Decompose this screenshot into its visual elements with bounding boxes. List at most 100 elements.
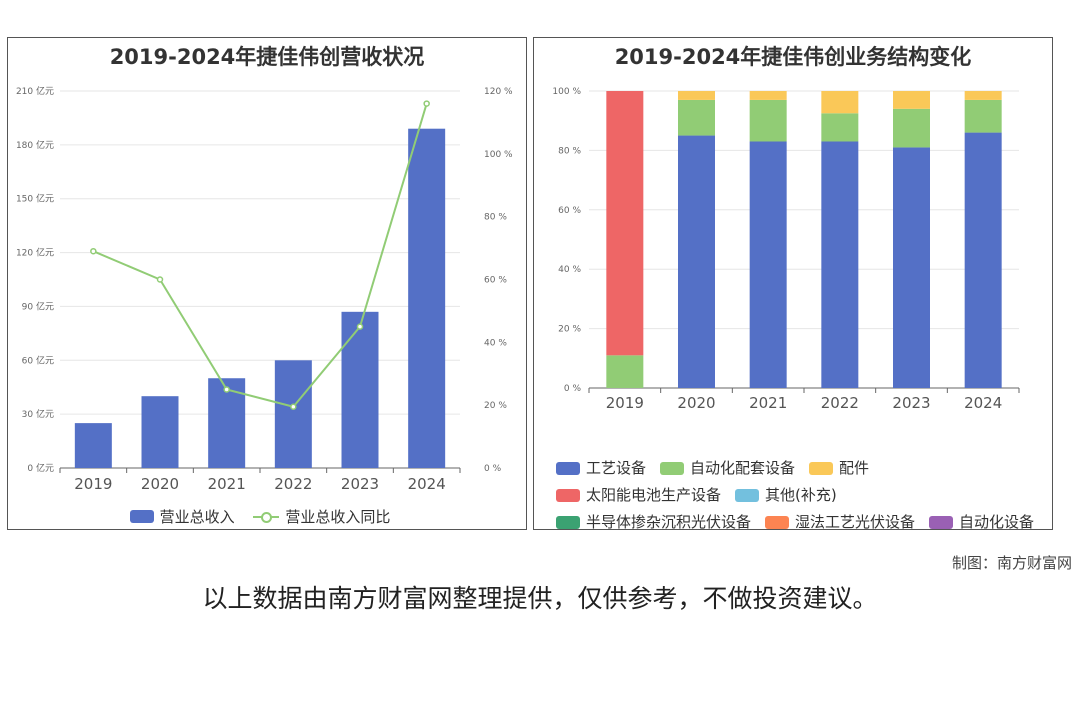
stacked-bar-segment xyxy=(964,91,1002,100)
y-tick-label: 80 % xyxy=(558,146,581,156)
legend-swatch xyxy=(765,516,790,529)
revenue-yoy-point xyxy=(223,386,230,393)
revenue-chart-legend: 营业总收入 营业总收入同比 xyxy=(8,506,526,527)
y-left-tick-label: 210 亿元 xyxy=(16,85,54,97)
legend-label: 工艺设备 xyxy=(586,459,647,477)
x-tick-label: 2023 xyxy=(892,394,930,412)
y-right-tick-label: 40 % xyxy=(484,338,507,348)
stacked-bar-segment xyxy=(893,147,930,388)
y-left-tick-label: 120 亿元 xyxy=(16,247,54,259)
legend-swatch xyxy=(556,462,580,475)
stacked-bar-segment xyxy=(606,355,644,388)
y-left-tick-label: 90 亿元 xyxy=(22,300,54,312)
business-structure-chart-panel: 2019-2024年捷佳伟创业务结构变化 0 % 20 % 40 % 60 % 80 %… xyxy=(533,37,1053,530)
x-tick-label: 2021 xyxy=(208,475,246,493)
stacked-bar-segment xyxy=(964,99,1002,133)
business-structure-chart-title: 2019-2024年捷佳伟创业务结构变化 xyxy=(614,45,972,69)
legend-swatch xyxy=(929,516,954,529)
stacked-bar-segment xyxy=(893,91,930,109)
stacked-bar-segment xyxy=(821,113,859,142)
y-left-tick-label: 30 亿元 xyxy=(22,408,54,420)
stacked-bar-segment xyxy=(749,99,787,142)
y-right-tick-label: 100 % xyxy=(484,150,513,160)
legend-swatch-revenue-yoy xyxy=(253,510,280,523)
legend-item[interactable]: 湿法工艺光伏设备 xyxy=(765,510,916,530)
legend-label: 其他(补充) xyxy=(765,486,837,504)
x-tick-label: 2024 xyxy=(964,394,1002,412)
legend-item-revenue[interactable]: 营业总收入 xyxy=(129,506,235,527)
chart-credit: 制图：南方财富网 xyxy=(951,554,1072,572)
legend-item[interactable]: 工艺设备 xyxy=(556,456,646,481)
x-tick-label: 2021 xyxy=(749,394,787,412)
revenue-bar xyxy=(74,423,112,468)
revenue-yoy-point xyxy=(156,276,164,283)
revenue-yoy-point xyxy=(90,247,97,255)
revenue-chart-title: 2019-2024年捷佳伟创营收状况 xyxy=(109,45,425,69)
stacked-bar-segment xyxy=(606,91,644,356)
legend-swatch xyxy=(809,462,834,475)
stacked-bar-segment xyxy=(821,141,859,388)
revenue-bar xyxy=(274,360,312,468)
y-tick-label: 60 % xyxy=(558,206,581,216)
x-tick-label: 2019 xyxy=(74,475,112,493)
legend-label-revenue-yoy: 营业总收入同比 xyxy=(285,508,391,526)
stacked-bar-segment xyxy=(964,132,1002,388)
revenue-yoy-point xyxy=(290,403,297,410)
y-right-tick-label: 60 % xyxy=(484,276,507,286)
legend-swatch xyxy=(660,462,685,475)
y-right-tick-label: 0 % xyxy=(484,464,502,474)
y-tick-label: 40 % xyxy=(558,265,581,275)
x-tick-label: 2022 xyxy=(821,394,859,412)
legend-swatch xyxy=(556,489,580,502)
legend-item[interactable]: 配件 xyxy=(809,456,869,481)
x-tick-label: 2023 xyxy=(341,475,379,493)
legend-item[interactable]: 半导体掺杂沉积光伏设备 xyxy=(556,510,752,530)
disclaimer-text: 以上数据由南方财富网整理提供，仅供参考，不做投资建议。 xyxy=(202,584,878,613)
y-left-tick-label: 180 亿元 xyxy=(16,139,54,151)
revenue-yoy-point xyxy=(356,323,364,330)
business-structure-chart-svg: 0 % 20 % 40 % 60 % 80 % 100 % 2019 2020 2021 2022… xyxy=(552,87,1020,412)
x-tick-label: 2019 xyxy=(606,394,644,412)
revenue-bar xyxy=(341,311,379,468)
stacked-bar-segment xyxy=(821,91,859,114)
x-tick-label: 2020 xyxy=(141,475,179,493)
legend-label-revenue: 营业总收入 xyxy=(159,508,235,526)
legend-item[interactable]: 自动化设备 xyxy=(929,510,1035,530)
legend-item[interactable]: 自动化配套设备 xyxy=(660,456,795,481)
business-structure-legend: 工艺设备 自动化配套设备 配件太阳能电池生产设备 其他(补充) 半导体掺杂沉积光伏设备 湿… xyxy=(556,456,1051,530)
y-tick-label: 20 % xyxy=(558,325,581,335)
stacked-bar-segment xyxy=(678,135,715,388)
legend-item[interactable]: 太阳能电池生产设备 xyxy=(556,483,721,508)
legend-label: 配件 xyxy=(839,459,870,477)
y-tick-label: 100 % xyxy=(552,87,581,97)
revenue-bar xyxy=(408,128,446,468)
legend-label: 半导体掺杂沉积光伏设备 xyxy=(586,513,752,530)
x-tick-label: 2022 xyxy=(274,475,312,493)
legend-label: 自动化配套设备 xyxy=(690,459,796,477)
stacked-bar-segment xyxy=(893,108,930,148)
y-left-tick-label: 150 亿元 xyxy=(16,193,54,205)
legend-label: 湿法工艺光伏设备 xyxy=(795,513,916,530)
y-left-tick-label: 60 亿元 xyxy=(22,354,54,366)
x-tick-label: 2020 xyxy=(677,394,715,412)
stacked-bar-segment xyxy=(678,99,715,136)
y-right-tick-label: 80 % xyxy=(484,213,507,223)
y-right-tick-label: 120 % xyxy=(484,87,513,97)
legend-swatch-revenue xyxy=(129,510,154,523)
legend-swatch xyxy=(556,516,580,529)
legend-item-revenue-yoy[interactable]: 营业总收入同比 xyxy=(253,506,390,527)
legend-swatch xyxy=(735,489,760,502)
revenue-bar xyxy=(141,396,179,468)
y-left-tick-label: 0 亿元 xyxy=(27,462,54,474)
revenue-yoy-line xyxy=(92,103,428,408)
legend-label: 自动化设备 xyxy=(959,513,1035,530)
legend-label: 太阳能电池生产设备 xyxy=(586,486,722,504)
stacked-bar-segment xyxy=(749,141,787,388)
legend-item[interactable]: 其他(补充) xyxy=(735,483,837,508)
revenue-chart-svg: 0 亿元 30 亿元 60 亿元 90 亿元 120 亿元 150 亿元 180 亿元 210… xyxy=(16,85,513,493)
revenue-yoy-point xyxy=(423,100,430,107)
stacked-bar-segment xyxy=(749,91,787,100)
x-tick-label: 2024 xyxy=(408,475,446,493)
revenue-chart-panel: 2019-2024年捷佳伟创营收状况 0 亿元 30 亿元 60 亿元 90 亿元 12… xyxy=(7,37,527,530)
y-right-tick-label: 20 % xyxy=(484,401,507,411)
